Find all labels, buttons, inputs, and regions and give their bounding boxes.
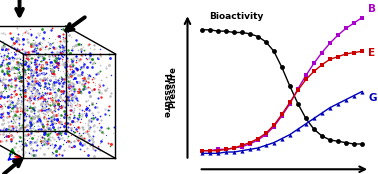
Text: Pressure: Pressure [168, 66, 177, 108]
Text: G: G [368, 93, 377, 103]
Text: E: E [368, 48, 375, 58]
Text: B: B [368, 4, 376, 14]
Text: Pressure: Pressure [161, 73, 170, 118]
Text: Bioactivity: Bioactivity [209, 11, 263, 21]
